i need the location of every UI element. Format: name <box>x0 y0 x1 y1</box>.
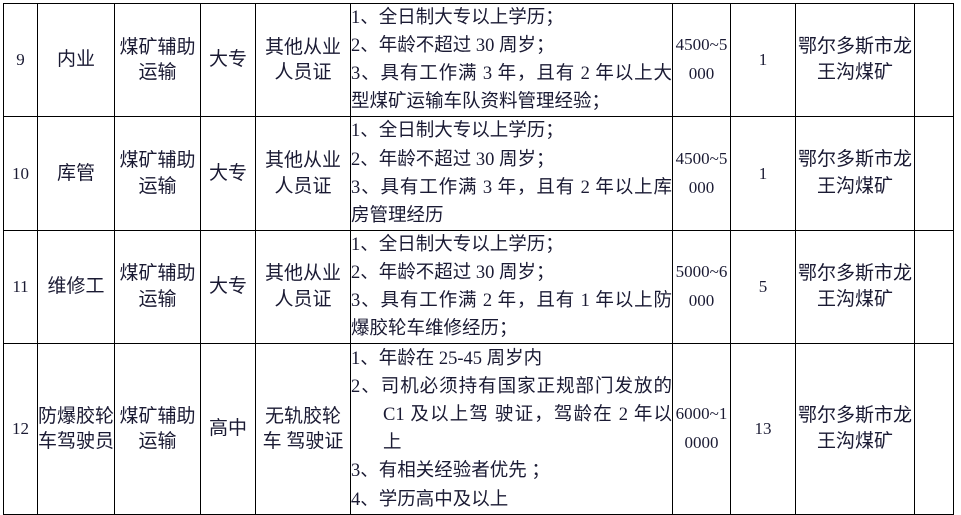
table-row: 9 内业 煤矿辅助运输 大专 其他从业人员证 1、全日制大专以上学历； 2、年龄… <box>3 2 954 118</box>
cell-unit: 鄂尔多斯市龙王沟煤矿 <box>795 229 915 345</box>
requirement-list: 1、全日制大专以上学历； 2、年龄不超过 30 周岁； 3、具有工作满 3 年，… <box>351 4 672 116</box>
requirement-item: 2、年龄不超过 30 周岁； <box>351 149 555 170</box>
cell-unit: 鄂尔多斯市龙王沟煤矿 <box>795 2 915 118</box>
table-row: 11 维修工 煤矿辅助运输 大专 其他从业人员证 1、全日制大专以上学历； 2、… <box>3 229 954 345</box>
cell-certificate: 其他从业人员证 <box>255 116 351 231</box>
requirement-item: 3、有相关经验者优先 ； <box>351 461 550 482</box>
cell-post: 维修工 <box>37 229 115 345</box>
requirement-list: 1、全日制大专以上学历； 2、年龄不超过 30 周岁； 3、具有工作满 3 年，… <box>351 117 672 229</box>
requirement-item: 3、具有工作满 2 年，且有 1 年以上防爆胶轮车维修经历； <box>351 291 672 340</box>
cell-requirements: 1、全日制大专以上学历； 2、年龄不超过 30 周岁； 3、具有工作满 3 年，… <box>350 116 673 231</box>
cell-count: 5 <box>730 229 796 345</box>
cell-certificate: 无轨胶轮车 驾驶证 <box>255 343 351 515</box>
requirement-list: 1、年龄在 25-45 周岁内 2、司机必须持有国家正规部门发放的 C1 及以上… <box>351 345 672 514</box>
cell-index: 12 <box>3 343 38 515</box>
cell-type: 煤矿辅助运输 <box>114 2 201 118</box>
requirement-item: 2、年龄不超过 30 周岁； <box>351 36 555 57</box>
cell-count: 13 <box>730 343 796 515</box>
cell-index: 10 <box>3 116 38 231</box>
cell-type: 煤矿辅助运输 <box>114 343 201 515</box>
requirement-item: 1、全日制大专以上学历； <box>351 121 564 142</box>
requirement-item: 2、司机必须持有国家正规部门发放的 C1 及以上驾 驶证，驾龄在 2 年以上 <box>351 377 672 454</box>
cell-post: 库管 <box>37 116 115 231</box>
cell-unit: 鄂尔多斯市龙王沟煤矿 <box>795 116 915 231</box>
recruitment-table: 9 内业 煤矿辅助运输 大专 其他从业人员证 1、全日制大专以上学历； 2、年龄… <box>3 2 954 515</box>
requirement-item: 2、年龄不超过 30 周岁； <box>351 262 555 283</box>
cell-salary: 6000~10000 <box>672 343 731 515</box>
cell-post: 防爆胶轮车驾驶员 <box>37 343 115 515</box>
document-page: 9 内业 煤矿辅助运输 大专 其他从业人员证 1、全日制大专以上学历； 2、年龄… <box>3 2 954 515</box>
cell-salary: 5000~6000 <box>672 229 731 345</box>
requirement-item: 1、全日制大专以上学历； <box>351 234 564 255</box>
cell-certificate: 其他从业人员证 <box>255 229 351 345</box>
cell-requirements: 1、全日制大专以上学历； 2、年龄不超过 30 周岁； 3、具有工作满 2 年，… <box>350 229 673 345</box>
cell-education: 大专 <box>200 229 256 345</box>
cell-index: 11 <box>3 229 38 345</box>
cell-index: 9 <box>3 2 38 118</box>
cell-count: 1 <box>730 116 796 231</box>
cell-type: 煤矿辅助运输 <box>114 229 201 345</box>
cell-certificate: 其他从业人员证 <box>255 2 351 118</box>
requirement-list: 1、全日制大专以上学历； 2、年龄不超过 30 周岁； 3、具有工作满 2 年，… <box>351 231 672 343</box>
cell-extra <box>914 116 954 231</box>
cell-post: 内业 <box>37 2 115 118</box>
requirement-item: 3、具有工作满 3 年，且有 2 年以上大型煤矿运输车队资料管理经验； <box>351 64 672 113</box>
cell-education: 高中 <box>200 343 256 515</box>
table-body: 9 内业 煤矿辅助运输 大专 其他从业人员证 1、全日制大专以上学历； 2、年龄… <box>3 2 954 515</box>
requirement-item: 1、年龄在 25-45 周岁内 <box>351 348 543 369</box>
requirement-item: 1、全日制大专以上学历； <box>351 8 564 28</box>
cell-requirements: 1、全日制大专以上学历； 2、年龄不超过 30 周岁； 3、具有工作满 3 年，… <box>350 2 673 118</box>
cell-type: 煤矿辅助运输 <box>114 116 201 231</box>
cell-unit: 鄂尔多斯市龙王沟煤矿 <box>795 343 915 515</box>
requirement-item: 3、具有工作满 3 年，且有 2 年以上库房管理经历 <box>351 177 672 226</box>
cell-count: 1 <box>730 2 796 118</box>
cell-extra <box>914 343 954 515</box>
cell-requirements: 1、年龄在 25-45 周岁内 2、司机必须持有国家正规部门发放的 C1 及以上… <box>350 343 673 515</box>
cell-extra <box>914 2 954 118</box>
cell-extra <box>914 229 954 345</box>
cell-education: 大专 <box>200 2 256 118</box>
table-row: 12 防爆胶轮车驾驶员 煤矿辅助运输 高中 无轨胶轮车 驾驶证 1、年龄在 25… <box>3 343 954 515</box>
cell-education: 大专 <box>200 116 256 231</box>
table-row: 10 库管 煤矿辅助运输 大专 其他从业人员证 1、全日制大专以上学历； 2、年… <box>3 116 954 231</box>
cell-salary: 4500~5000 <box>672 2 731 118</box>
cell-salary: 4500~5000 <box>672 116 731 231</box>
